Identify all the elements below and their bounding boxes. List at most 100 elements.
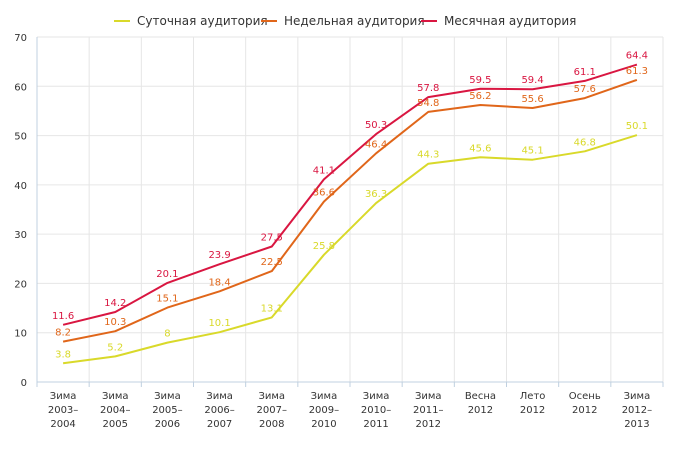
data-label: 18.4 — [208, 277, 230, 288]
x-tick-label-line: 2004– — [100, 405, 130, 416]
series-line — [62, 134, 638, 365]
x-tick-label: Зима 2007– 2008 — [257, 391, 287, 430]
data-label: 54.8 — [417, 98, 439, 109]
x-tick-label-line: Осень — [569, 391, 601, 402]
x-tick-label-line: Зима — [311, 391, 338, 402]
data-label: 13.1 — [261, 303, 283, 314]
y-tick-label: 10 — [14, 329, 27, 340]
y-tick-label: 40 — [14, 181, 27, 192]
x-tick-label-line: 2006 — [155, 419, 180, 430]
legend-item-label: Суточная аудитория — [137, 14, 268, 28]
y-tick-label: 50 — [14, 132, 27, 143]
x-tick-label: Зима 2003– 2004 — [48, 391, 78, 430]
data-label: 41.1 — [313, 165, 335, 176]
x-tick-label-line: 2008 — [259, 419, 284, 430]
x-tick-label: Лето 2012 — [520, 391, 546, 416]
data-label: 46.4 — [365, 139, 387, 150]
x-tick-label-line: Зима — [206, 391, 233, 402]
data-label: 15.1 — [156, 294, 178, 305]
data-label: 36.3 — [365, 189, 387, 200]
x-tick-label-line: Зима — [258, 391, 285, 402]
x-tick-label-line: Зима — [363, 391, 390, 402]
series-line — [62, 63, 638, 326]
data-label: 10.1 — [208, 318, 230, 329]
x-tick-label-line: Зима — [154, 391, 181, 402]
data-label: 50.1 — [626, 121, 648, 132]
data-label: 8.2 — [55, 328, 71, 339]
y-tick-label: 60 — [14, 82, 27, 93]
x-tick-label: Зима 2005– 2006 — [152, 391, 182, 430]
x-tick-label-line: 2010 — [311, 419, 336, 430]
x-tick-label-line: Зима — [102, 391, 129, 402]
x-tick-label-line: 2013 — [624, 419, 649, 430]
data-label: 23.9 — [208, 250, 230, 261]
x-tick-label-line: Зима — [50, 391, 77, 402]
x-tick-label-line: 2004 — [50, 419, 75, 430]
data-label: 22.5 — [261, 257, 283, 268]
x-tick-label-line: Лето — [520, 391, 546, 402]
data-label: 3.8 — [55, 349, 71, 360]
data-label: 45.6 — [469, 143, 491, 154]
data-label: 14.2 — [104, 298, 126, 309]
data-label: 64.4 — [626, 51, 648, 62]
data-label: 56.2 — [469, 91, 491, 102]
series-lines — [62, 63, 638, 365]
x-tick-label-line: Зима — [415, 391, 442, 402]
x-tick-label-line: 2005– — [152, 405, 182, 416]
data-label: 36.6 — [313, 188, 335, 199]
data-label: 50.3 — [365, 120, 387, 131]
data-label: 59.4 — [521, 75, 543, 86]
legend: Суточная аудитория Недельная аудитория Мес… — [114, 14, 576, 28]
x-tick-label: Осень 2012 — [569, 391, 601, 416]
data-label: 25.8 — [313, 241, 335, 252]
data-label: 57.6 — [574, 84, 596, 95]
data-label: 59.5 — [469, 75, 491, 86]
x-tick-label-line: 2012 — [520, 405, 545, 416]
data-label: 5.2 — [107, 342, 123, 353]
data-label: 57.8 — [417, 83, 439, 94]
x-tick-label: Зима 2010– 2011 — [361, 391, 391, 430]
x-tick-label-line: 2003– — [48, 405, 78, 416]
x-tick-label-line: 2010– — [361, 405, 391, 416]
gridlines — [36, 36, 664, 382]
x-tick-label-line: 2006– — [204, 405, 234, 416]
x-tick-label-line: 2005 — [103, 419, 128, 430]
x-tick-label-line: 2007– — [257, 405, 287, 416]
y-tick-label: 20 — [14, 279, 27, 290]
data-label: 61.3 — [626, 66, 648, 77]
data-label: 44.3 — [417, 150, 439, 161]
x-tick-label-line: 2011– — [413, 405, 443, 416]
y-tick-label: 30 — [14, 230, 27, 241]
series-line — [62, 78, 638, 343]
x-tick-label-line: Весна — [465, 391, 496, 402]
x-tick-label-line: 2012 — [572, 405, 597, 416]
x-tick-label-line: 2012 — [416, 419, 441, 430]
data-label: 11.6 — [52, 311, 74, 322]
data-label: 55.6 — [521, 94, 543, 105]
y-tick-label: 0 — [21, 378, 27, 389]
data-label: 27.5 — [261, 232, 283, 243]
data-label: 46.8 — [574, 137, 596, 148]
data-label: 61.1 — [574, 67, 596, 78]
x-tick-label: Весна 2012 — [465, 391, 496, 416]
x-tick-label-line: 2012 — [468, 405, 493, 416]
legend-item-label: Недельная аудитория — [284, 14, 425, 28]
x-tick-label-line: Зима — [624, 391, 651, 402]
x-tick-label: Зима 2012– 2013 — [622, 391, 652, 430]
data-labels: 3.8 5.2 8 10.1 13.1 25.8 36.3 44.3 45.6 45.1 46.8 5… — [52, 51, 648, 361]
y-tick-label: 70 — [14, 33, 27, 44]
x-tick-label: Зима 2004– 2005 — [100, 391, 130, 430]
x-tick-label: Зима 2011– 2012 — [413, 391, 443, 430]
data-label: 45.1 — [521, 146, 543, 157]
axes: 0 10 20 30 40 50 60 70 Зима 2003– 2004 Зима 2004– 200… — [14, 33, 664, 430]
x-tick-label-line: 2012– — [622, 405, 652, 416]
x-tick-label: Зима 2009– 2010 — [309, 391, 339, 430]
legend-item-label: Месячная аудитория — [444, 14, 576, 28]
data-label: 8 — [164, 329, 170, 340]
x-tick-label-line: 2007 — [207, 419, 232, 430]
x-tick-label-line: 2011 — [363, 419, 388, 430]
x-tick-label: Зима 2006– 2007 — [204, 391, 234, 430]
data-label: 10.3 — [104, 317, 126, 328]
